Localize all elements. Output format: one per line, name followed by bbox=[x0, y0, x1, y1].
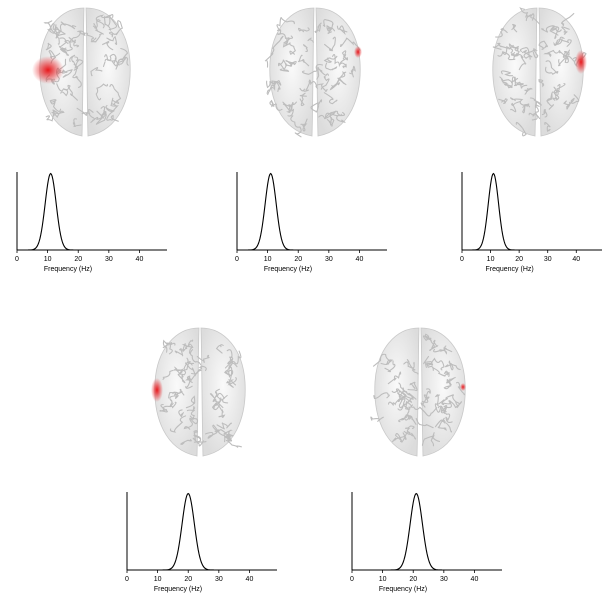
brain-top-view bbox=[32, 7, 131, 137]
x-tick-label: 20 bbox=[294, 256, 302, 263]
right-hemisphere bbox=[420, 327, 466, 457]
activation-blob bbox=[151, 378, 163, 402]
x-tick-label: 30 bbox=[215, 576, 223, 583]
x-tick-label: 30 bbox=[544, 256, 552, 263]
brain-gyri bbox=[264, 17, 361, 138]
spectrum-line bbox=[352, 492, 502, 571]
figure-panel-3: 0 10 20 30 40 Frequency (Hz) bbox=[445, 0, 611, 290]
spectrum-chart: 0 10 20 30 40 Frequency (Hz) bbox=[125, 492, 277, 593]
x-tick-label: 10 bbox=[44, 256, 52, 263]
x-axis-title: Frequency (Hz) bbox=[379, 586, 427, 593]
x-tick-label: 0 bbox=[350, 576, 354, 583]
x-tick-label: 40 bbox=[246, 576, 254, 583]
brain-gyri bbox=[492, 6, 587, 137]
x-tick-label: 10 bbox=[264, 256, 272, 263]
x-tick-label: 30 bbox=[440, 576, 448, 583]
spectrum-line bbox=[127, 492, 277, 571]
activation-blob bbox=[575, 50, 587, 74]
spectrum-line bbox=[237, 172, 387, 251]
x-tick-label: 30 bbox=[325, 256, 333, 263]
spectrum-line bbox=[462, 172, 602, 251]
x-tick-label: 10 bbox=[379, 576, 387, 583]
brain-top-view bbox=[264, 7, 362, 138]
right-hemisphere bbox=[200, 327, 246, 457]
right-hemisphere bbox=[315, 7, 361, 137]
x-tick-label: 10 bbox=[154, 576, 162, 583]
figure-panel-1: 0 10 20 30 40 Frequency (Hz) bbox=[0, 0, 200, 290]
x-tick-label: 40 bbox=[356, 256, 364, 263]
figure-panel-4: 0 10 20 30 40 Frequency (Hz) bbox=[110, 320, 320, 601]
x-tick-label: 0 bbox=[235, 256, 239, 263]
x-tick-label: 40 bbox=[471, 576, 479, 583]
x-tick-label: 40 bbox=[136, 256, 144, 263]
x-tick-label: 40 bbox=[572, 256, 580, 263]
right-hemisphere bbox=[538, 7, 584, 137]
brain-gyri bbox=[370, 333, 466, 447]
activation-blob bbox=[354, 46, 362, 58]
x-axis-title: Frequency (Hz) bbox=[44, 266, 92, 273]
x-tick-label: 0 bbox=[460, 256, 464, 263]
brain-gyri bbox=[159, 339, 242, 448]
spectrum-chart: 0 10 20 30 40 Frequency (Hz) bbox=[460, 172, 602, 273]
activation-blob bbox=[460, 383, 466, 391]
figure-panel-5: 0 10 20 30 40 Frequency (Hz) bbox=[335, 320, 545, 601]
x-tick-label: 20 bbox=[74, 256, 82, 263]
spectrum-chart: 0 10 20 30 40 Frequency (Hz) bbox=[235, 172, 387, 273]
x-axis-title: Frequency (Hz) bbox=[485, 266, 533, 273]
x-tick-label: 0 bbox=[125, 576, 129, 583]
x-tick-label: 10 bbox=[487, 256, 495, 263]
x-tick-label: 20 bbox=[409, 576, 417, 583]
x-tick-label: 0 bbox=[15, 256, 19, 263]
x-axis-title: Frequency (Hz) bbox=[264, 266, 312, 273]
activation-blob bbox=[32, 56, 64, 84]
brain-top-view bbox=[492, 6, 587, 137]
figure-panel-2: 0 10 20 30 40 Frequency (Hz) bbox=[220, 0, 420, 290]
spectrum-line bbox=[17, 172, 167, 251]
brain-top-view bbox=[151, 327, 246, 457]
brain-top-view bbox=[370, 327, 466, 457]
x-axis-title: Frequency (Hz) bbox=[154, 586, 202, 593]
x-tick-label: 30 bbox=[105, 256, 113, 263]
x-tick-label: 20 bbox=[515, 256, 523, 263]
spectrum-chart: 0 10 20 30 40 Frequency (Hz) bbox=[350, 492, 502, 593]
x-tick-label: 20 bbox=[184, 576, 192, 583]
spectrum-chart: 0 10 20 30 40 Frequency (Hz) bbox=[15, 172, 167, 273]
